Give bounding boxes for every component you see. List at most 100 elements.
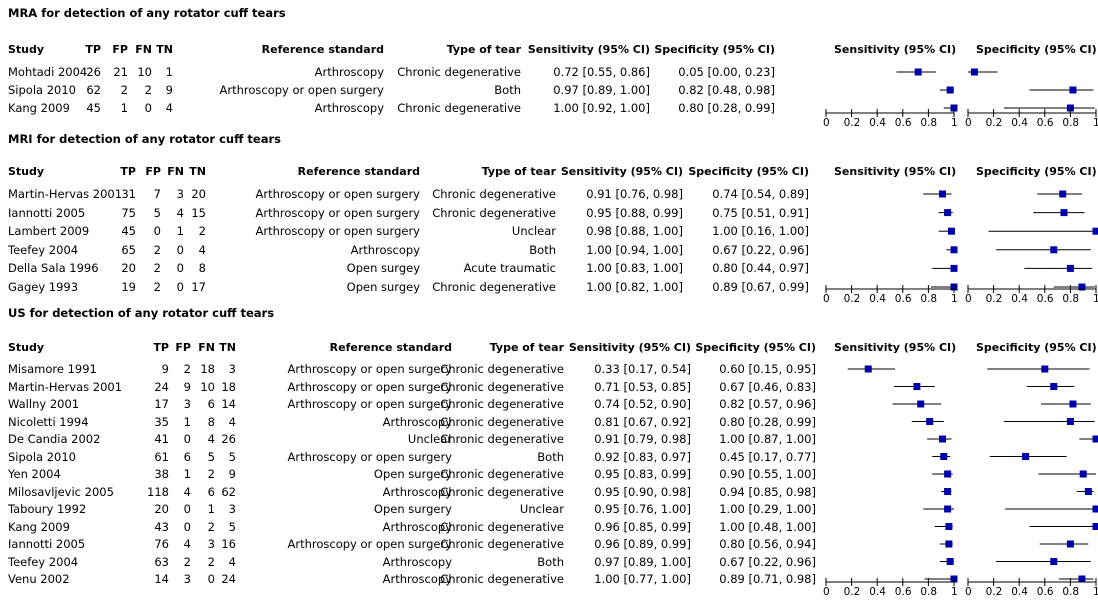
spec-point-marker: [1078, 283, 1086, 291]
tear-type: Chronic degenerative: [440, 432, 564, 446]
fp-value: 5: [153, 205, 161, 220]
tear-type: Acute traumatic: [463, 261, 556, 276]
sensitivity-ci-text: 1.00 [0.94, 1.00]: [586, 242, 683, 257]
spec-axis-tick-label: 1: [1093, 586, 1098, 598]
spec-point-marker: [1066, 264, 1074, 272]
fp-value: 6: [183, 449, 191, 464]
specificity-ci-text: 0.80 [0.28, 0.99]: [719, 414, 816, 429]
fp-value: 0: [183, 519, 191, 534]
sensitivity-ci-text: 1.00 [0.77, 1.00]: [594, 572, 691, 586]
tear-type: Chronic degenerative: [397, 101, 521, 115]
reference-standard: Open surgery: [373, 467, 452, 481]
sensitivity-ci-text: 0.71 [0.53, 0.85]: [594, 379, 691, 394]
tp-value: 45: [86, 101, 101, 115]
study-name: Wallny 2001: [8, 397, 80, 411]
specificity-ci-text: 0.82 [0.57, 0.96]: [719, 397, 816, 411]
fp-value: 2: [120, 83, 128, 97]
tp-value: 35: [154, 414, 169, 429]
plot-header-specificity: Specificity (95% CI): [976, 165, 1097, 178]
study-name: Sipola 2010: [8, 83, 76, 97]
spec-point-marker: [1066, 540, 1074, 548]
fp-value: 2: [183, 362, 191, 376]
tp-value: 76: [154, 537, 169, 551]
col-header-reference: Reference standard: [297, 165, 420, 178]
plot-header-specificity: Specificity (95% CI): [976, 341, 1097, 354]
specificity-ci-text: 0.05 [0.00, 0.23]: [678, 65, 775, 79]
fp-value: 0: [183, 502, 191, 516]
fp-value: 1: [120, 101, 128, 115]
reference-standard: Arthroscopy: [382, 519, 452, 534]
tear-type: Unclear: [511, 224, 556, 239]
study-name: Kang 2009: [8, 101, 70, 115]
sens-axis-tick-label: 0.4: [869, 117, 886, 129]
sens-point-marker: [950, 104, 958, 112]
sensitivity-ci-text: 0.98 [0.88, 1.00]: [586, 224, 683, 239]
col-header-tn: TN: [219, 341, 236, 354]
specificity-ci-text: 0.90 [0.55, 1.00]: [719, 467, 816, 481]
fn-value: 2: [207, 554, 215, 569]
sens-axis-tick-label: 0.8: [920, 586, 938, 598]
tn-value: 8: [198, 261, 206, 276]
specificity-ci-text: 0.80 [0.56, 0.94]: [719, 537, 816, 551]
spec-axis-tick-label: 0.2: [985, 586, 1003, 598]
col-header-specificity: Specificity (95% CI): [654, 43, 775, 56]
sens-point-marker: [947, 227, 955, 235]
reference-standard: Open surgey: [346, 280, 420, 294]
sens-axis-tick-label: 0.6: [894, 586, 912, 598]
tear-type: Chronic degenerative: [397, 65, 521, 79]
tear-type: Chronic degenerative: [432, 205, 556, 220]
plot-header-sensitivity: Sensitivity (95% CI): [834, 341, 957, 354]
tp-value: 9: [161, 362, 169, 376]
study-name: De Candia 2002: [8, 432, 101, 446]
tear-type: Both: [494, 83, 521, 97]
col-header-tp: TP: [85, 43, 101, 56]
study-name: Lambert 2009: [8, 224, 90, 239]
spec-point-marker: [1066, 104, 1074, 112]
sens-point-marker: [945, 523, 953, 530]
study-name: Misamore 1991: [8, 362, 97, 376]
tear-type: Chronic degenerative: [440, 572, 564, 586]
tn-value: 15: [191, 205, 206, 220]
tp-value: 38: [154, 467, 169, 481]
fn-value: 2: [207, 519, 215, 534]
fp-value: 7: [153, 187, 161, 201]
specificity-ci-text: 0.67 [0.22, 0.96]: [719, 554, 816, 569]
sensitivity-ci-text: 1.00 [0.92, 1.00]: [553, 101, 650, 115]
fn-value: 6: [207, 397, 215, 411]
tear-type: Both: [537, 449, 564, 464]
spec-axis-tick-label: 0.8: [1062, 293, 1080, 305]
sensitivity-ci-text: 1.00 [0.83, 1.00]: [586, 261, 683, 276]
study-name: Kang 2009: [8, 519, 70, 534]
sensitivity-ci-text: 0.96 [0.85, 0.99]: [594, 519, 691, 534]
study-name: Yen 2004: [8, 467, 61, 481]
sensitivity-ci-text: 0.92 [0.83, 0.97]: [594, 449, 691, 464]
sens-axis-tick-label: 0: [823, 117, 830, 129]
tn-value: 16: [221, 537, 236, 551]
col-header-specificity: Specificity (95% CI): [688, 165, 809, 178]
tear-type: Chronic degenerative: [440, 414, 564, 429]
spec-point-marker: [1069, 400, 1077, 408]
tp-value: 14: [154, 572, 169, 586]
spec-axis-tick-label: 1: [1093, 293, 1098, 305]
fn-value: 10: [137, 65, 152, 79]
spec-axis-tick-label: 0.6: [1036, 586, 1054, 598]
tn-value: 9: [165, 83, 173, 97]
sens-point-marker: [940, 453, 948, 460]
specificity-ci-text: 1.00 [0.48, 1.00]: [719, 519, 816, 534]
fp-value: 3: [183, 572, 191, 586]
section-title: MRI for detection of any rotator cuff te…: [8, 132, 281, 146]
fp-value: 2: [153, 261, 161, 276]
study-name: Della Sala 1996: [8, 261, 99, 276]
spec-axis-tick-label: 0.2: [985, 293, 1003, 305]
spec-point-marker: [970, 68, 978, 76]
sensitivity-ci-text: 0.95 [0.88, 0.99]: [586, 205, 683, 220]
fn-value: 2: [207, 467, 215, 481]
fp-value: 9: [183, 379, 191, 394]
study-name: Venu 2002: [8, 572, 70, 586]
spec-axis-tick-label: 0.4: [1011, 117, 1028, 129]
fn-value: 0: [176, 261, 184, 276]
tn-value: 24: [221, 572, 236, 586]
tp-value: 63: [154, 554, 169, 569]
specificity-ci-text: 0.60 [0.15, 0.95]: [719, 362, 816, 376]
